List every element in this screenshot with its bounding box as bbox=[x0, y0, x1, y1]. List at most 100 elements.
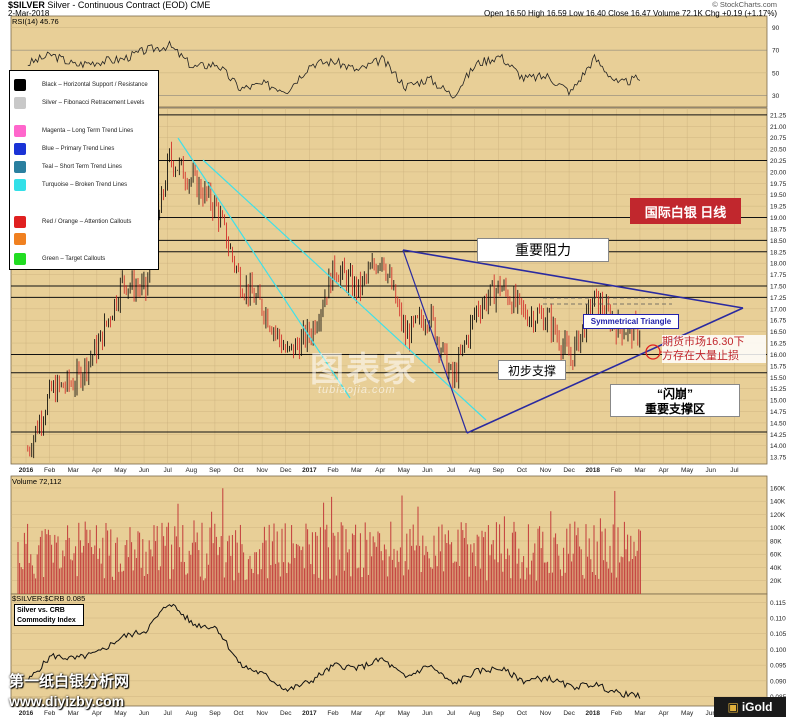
igold-icon: ▣ bbox=[727, 700, 739, 714]
x-tick-label: May bbox=[681, 467, 694, 474]
legend-label: Green – Target Callouts bbox=[42, 256, 106, 262]
x-tick-label-bottom: Nov bbox=[540, 710, 552, 717]
x-tick-label-bottom: Aug bbox=[186, 710, 198, 717]
price-tick-label: 19.50 bbox=[770, 192, 787, 199]
price-tick-label: 18.25 bbox=[770, 249, 787, 256]
legend-swatch bbox=[14, 97, 26, 109]
legend-swatch bbox=[14, 161, 26, 173]
legend-item: Black – Horizontal Support / Resistance bbox=[14, 79, 148, 91]
triangle-lower-line bbox=[466, 307, 744, 434]
price-tick-label: 16.25 bbox=[770, 341, 787, 348]
x-tick-label: Nov bbox=[540, 467, 552, 474]
x-tick-label-bottom: Oct bbox=[517, 710, 527, 717]
x-tick-label-bottom: Mar bbox=[634, 710, 646, 717]
x-tick-label-bottom: Jun bbox=[706, 710, 717, 717]
x-tick-label: Jul bbox=[447, 467, 456, 474]
ratio-tick-label: 0.090 bbox=[770, 678, 787, 685]
ratio-tick-label: 0.095 bbox=[770, 663, 787, 670]
x-tick-label-bottom: Mar bbox=[351, 710, 363, 717]
rsi-tick-label: 50 bbox=[772, 70, 780, 77]
volume-tick-label: 160K bbox=[770, 485, 786, 492]
crash-support-callout: “闪崩” 重要支撑区 bbox=[610, 384, 740, 417]
x-tick-label-bottom: Nov bbox=[256, 710, 268, 717]
legend-item: Red / Orange – Attention Callouts bbox=[14, 216, 131, 228]
x-tick-label: Apr bbox=[658, 467, 669, 474]
ratio-tick-label: 0.105 bbox=[770, 631, 787, 638]
ratio-title: $SILVER:$CRB 0.085 bbox=[12, 594, 86, 603]
x-tick-label: 2017 bbox=[302, 467, 317, 474]
title-callout: 国际白银 日线 bbox=[630, 198, 741, 224]
legend-swatch bbox=[14, 216, 26, 228]
ohlc-readout: Open 16.50 High 16.59 Low 16.40 Close 16… bbox=[484, 9, 778, 18]
x-tick-label: Sep bbox=[492, 467, 504, 474]
x-tick-label: Oct bbox=[233, 467, 243, 474]
x-tick-label-bottom: Jun bbox=[139, 710, 150, 717]
legend-label: Teal – Short Term Trend Lines bbox=[42, 164, 122, 170]
exchange: CME bbox=[190, 0, 211, 10]
legend-item: Silver – Fibonacci Retracement Levels bbox=[14, 97, 144, 109]
x-tick-label-bottom: Apr bbox=[375, 710, 386, 717]
futures-note-line-1: 期货市场16.30下 bbox=[662, 336, 745, 348]
x-tick-label-bottom: Feb bbox=[327, 710, 339, 717]
initial-support-callout: 初步支撑 bbox=[498, 360, 566, 380]
legend-swatch bbox=[14, 253, 26, 265]
x-tick-label-bottom: Feb bbox=[611, 710, 623, 717]
legend-label: Red / Orange – Attention Callouts bbox=[42, 219, 132, 225]
x-tick-label-bottom: Feb bbox=[44, 710, 56, 717]
x-tick-label-bottom: Dec bbox=[280, 710, 292, 717]
price-tick-label: 19.00 bbox=[770, 215, 787, 222]
volume-tick-label: 20K bbox=[770, 578, 782, 585]
futures-note-line-2: 方存在大量止损 bbox=[662, 350, 739, 362]
legend-item: Turquoise – Broken Trend Lines bbox=[14, 179, 127, 191]
price-tick-label: 16.00 bbox=[770, 352, 787, 359]
rsi-title: RSI(14) 45.76 bbox=[12, 17, 59, 26]
site-url: www.diyizby.com bbox=[9, 693, 125, 709]
x-tick-label: Nov bbox=[256, 467, 268, 474]
x-tick-label-bottom: Aug bbox=[469, 710, 481, 717]
x-tick-label-bottom: Sep bbox=[492, 710, 504, 717]
volume-tick-label: 100K bbox=[770, 525, 786, 532]
x-tick-label-bottom: Dec bbox=[563, 710, 575, 717]
x-tick-label: Jun bbox=[422, 467, 433, 474]
ratio-panel bbox=[10, 593, 768, 707]
x-tick-label: Feb bbox=[44, 467, 56, 474]
price-tick-label: 14.00 bbox=[770, 443, 787, 450]
symbol-description: Silver - Continuous Contract (EOD) bbox=[47, 0, 188, 10]
x-tick-label: May bbox=[398, 467, 411, 474]
igold-logo: ▣ iGold bbox=[714, 697, 786, 717]
price-tick-label: 15.75 bbox=[770, 363, 787, 370]
x-tick-label: Mar bbox=[634, 467, 646, 474]
triangle-upper-line bbox=[402, 249, 744, 309]
legend-item: Blue – Primary Trend Lines bbox=[14, 143, 114, 155]
price-tick-label: 14.25 bbox=[770, 432, 787, 439]
x-tick-label: Apr bbox=[375, 467, 386, 474]
price-tick-label: 15.50 bbox=[770, 375, 787, 382]
price-tick-label: 16.75 bbox=[770, 318, 787, 325]
rsi-line bbox=[27, 40, 640, 99]
price-tick-label: 19.75 bbox=[770, 181, 787, 188]
x-tick-label-bottom: 2018 bbox=[585, 710, 600, 717]
legend-item: Teal – Short Term Trend Lines bbox=[14, 161, 122, 173]
chart-header: $SILVER Silver - Continuous Contract (EO… bbox=[8, 0, 210, 10]
legend-swatch bbox=[14, 143, 26, 155]
x-tick-label-bottom: Oct bbox=[233, 710, 243, 717]
x-tick-label-bottom: May bbox=[681, 710, 694, 717]
ratio-line bbox=[27, 603, 641, 699]
price-tick-label: 14.75 bbox=[770, 409, 787, 416]
x-tick-label-bottom: Jul bbox=[164, 710, 173, 717]
x-tick-label: Sep bbox=[209, 467, 221, 474]
x-tick-label: 2018 bbox=[585, 467, 600, 474]
x-tick-label: Mar bbox=[351, 467, 363, 474]
price-tick-label: 14.50 bbox=[770, 420, 787, 427]
legend-label: Magenta – Long Term Trend Lines bbox=[42, 128, 134, 134]
rsi-tick-label: 90 bbox=[772, 25, 780, 32]
stockcharts-credit: © StockCharts.com bbox=[712, 0, 777, 9]
x-tick-label-bottom: Jun bbox=[422, 710, 433, 717]
watermark-en: tubiaojia.com bbox=[318, 384, 396, 396]
x-tick-label: Apr bbox=[92, 467, 103, 474]
x-tick-label: Jun bbox=[139, 467, 150, 474]
turquoise-trend-line-outer bbox=[177, 137, 351, 399]
ratio-tick-label: 0.115 bbox=[770, 600, 786, 607]
x-tick-label-bottom: 2016 bbox=[19, 710, 34, 717]
x-tick-label: Jul bbox=[164, 467, 173, 474]
